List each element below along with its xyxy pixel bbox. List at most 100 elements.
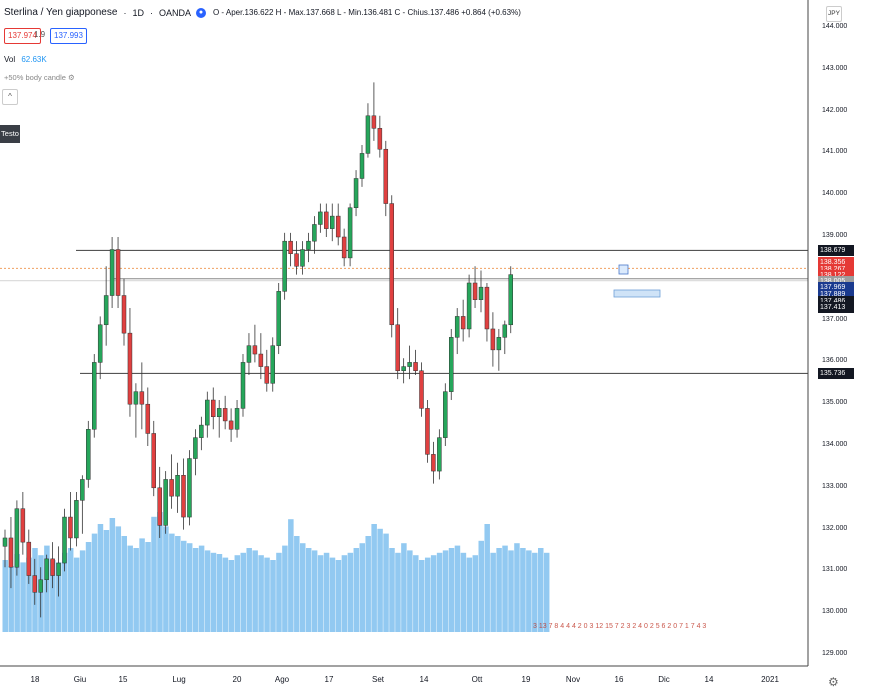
chart-settings-icon[interactable]: ⚙ <box>828 675 839 689</box>
overlay-annotation: 1 <box>684 623 691 630</box>
price-label: 137.969 <box>818 282 854 294</box>
candle-body <box>437 437 442 472</box>
candle-body <box>324 211 329 229</box>
symbol-legend[interactable]: Sterlina / Yen giapponese · 1D · OANDA ●… <box>4 7 521 18</box>
overlay-annotation: 3 13 <box>533 623 549 630</box>
candle-body <box>163 479 168 526</box>
text-tool-button[interactable]: Testo <box>0 125 20 143</box>
y-tick-label: 143.000 <box>822 64 848 72</box>
candle-body <box>365 115 371 154</box>
sell-button[interactable]: 137.974 <box>4 28 41 44</box>
candle-body <box>44 558 49 581</box>
candle-body <box>193 437 198 459</box>
price-label: 137.486 <box>818 295 854 307</box>
y-tick-label: 134.000 <box>822 441 848 448</box>
volume-bar <box>276 552 282 632</box>
candle-body <box>109 249 115 296</box>
volume-bar <box>127 545 133 632</box>
candle-body <box>234 408 240 430</box>
collapse-legend-button[interactable]: ^ <box>2 89 18 105</box>
candle-body <box>478 286 484 300</box>
volume-bar <box>288 519 294 632</box>
volume-bar <box>186 543 193 632</box>
volume-bar <box>2 560 8 632</box>
volume-bar <box>181 540 187 632</box>
overlay-annotation: 2 <box>577 623 584 630</box>
x-tick-label: 2021 <box>761 675 779 684</box>
x-tick-label: 16 <box>614 675 624 684</box>
source-label: OANDA <box>158 7 191 18</box>
candle-body <box>103 295 109 326</box>
volume-label: Vol <box>4 55 16 64</box>
candle-body <box>97 324 103 363</box>
overlay-annotation: 4 <box>566 623 572 630</box>
volume-bar <box>198 545 205 632</box>
volume-bar <box>282 545 288 632</box>
candle-body <box>228 420 234 430</box>
volume-bar <box>222 557 229 632</box>
candle-body <box>496 337 502 351</box>
indicator-label: +50% body candle <box>4 73 66 82</box>
currency-button[interactable]: JPY <box>826 6 842 22</box>
candle-body <box>353 178 359 208</box>
volume-bar <box>484 524 490 632</box>
volume-bar <box>383 533 389 632</box>
volume-bar <box>139 538 145 632</box>
candle-body <box>115 249 121 296</box>
x-tick-label: 18 <box>30 675 40 684</box>
candle-body <box>264 366 270 384</box>
volume-bar <box>204 550 211 632</box>
symbol-name[interactable]: Sterlina / Yen giapponese <box>4 7 118 18</box>
price-label: 137.889 <box>818 288 854 300</box>
volume-bar <box>478 540 484 632</box>
candle-body <box>377 128 383 150</box>
volume-bar <box>329 557 336 632</box>
candle-body <box>330 215 335 229</box>
volume-bar <box>133 548 139 632</box>
volume-bar <box>151 516 157 632</box>
volume-bar <box>419 560 425 632</box>
x-tick-label: 14 <box>704 675 714 684</box>
candle-body <box>26 541 32 576</box>
volume-bar <box>62 552 68 632</box>
candle-body <box>312 224 317 242</box>
candle-body <box>484 286 490 330</box>
volume-bar <box>305 548 312 632</box>
overlay-annotation: 7 8 <box>548 623 561 630</box>
candle-body <box>205 399 210 426</box>
volume-bar <box>216 554 223 632</box>
candle-body <box>460 316 466 330</box>
settings-icon[interactable]: ⚙ <box>68 73 75 82</box>
buy-button[interactable]: 137.993 <box>50 28 87 44</box>
indicator-legend[interactable]: +50% body candle ⚙ <box>4 73 75 82</box>
candle-body <box>306 240 311 250</box>
legend-separator: · <box>123 7 127 18</box>
candle-body <box>139 391 145 405</box>
x-tick-label: Set <box>371 675 385 684</box>
volume-bar <box>115 526 122 632</box>
candle-body <box>395 324 400 372</box>
candle-body <box>216 408 222 417</box>
volume-bar <box>91 533 98 632</box>
candle-body <box>276 291 281 346</box>
candle-body <box>270 345 275 384</box>
volume-bar <box>359 543 365 632</box>
volume-bar <box>323 552 330 632</box>
x-tick-label: 20 <box>232 675 242 684</box>
candle-body <box>199 424 204 438</box>
volume-bar <box>311 550 318 632</box>
volume-legend[interactable]: Vol 62.63K <box>4 55 47 64</box>
x-tick-label: 19 <box>521 675 531 684</box>
x-tick-label: Ott <box>471 675 483 684</box>
x-tick-label: Dic <box>658 675 670 684</box>
candle-body <box>80 479 85 501</box>
visibility-icon[interactable]: ● <box>195 7 206 18</box>
interval-label[interactable]: 1D <box>132 7 144 18</box>
x-tick-label: Giu <box>73 675 87 684</box>
volume-bar <box>365 536 371 632</box>
volume-bar <box>371 524 377 632</box>
price-label: 137.413 <box>818 301 854 313</box>
overlay-annotation: 7 2 <box>614 623 627 630</box>
volume-bar <box>97 524 104 632</box>
